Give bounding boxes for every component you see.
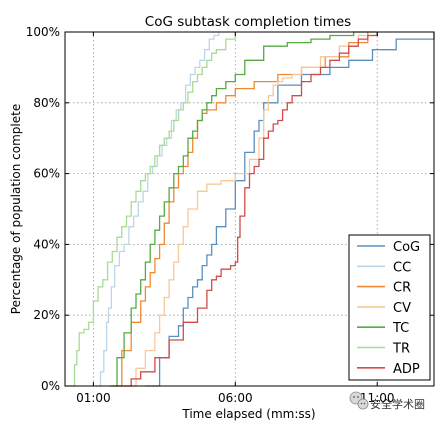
series-line-cv [121,32,378,387]
series-line-cr [112,32,369,387]
legend-item-cv: CV [357,301,411,316]
series-cr [112,32,369,387]
wechat-logo-icon [349,391,369,410]
legend-label-cv: CV [393,301,411,316]
legend-item-tc: TC [357,321,409,336]
y-tick-label: 0% [41,379,60,393]
chart-title: CoG subtask completion times [145,14,351,30]
x-tick-label: 11:00 [360,391,395,405]
axis-ticks: 0% 20% 40% 60% 80% 100% 01:00 06:00 11:00 [26,25,434,405]
watermark: 安全学术圈 [349,391,425,411]
legend-item-tr: TR [357,342,410,357]
y-tick-label: 40% [33,237,60,251]
series-line-adp [117,32,378,387]
watermark-text: 安全学术圈 [370,397,425,411]
legend-item-cr: CR [357,281,411,296]
y-tick-label: 100% [26,25,60,39]
y-tick-label: 20% [33,308,60,322]
legend-label-tc: TC [392,321,409,336]
legend-label-tr: TR [392,342,410,357]
series-line-tr [65,32,236,387]
x-tick-label: 01:00 [76,391,111,405]
legend: CoG CC CR CV TC TR ADP [348,234,431,381]
legend-label-cr: CR [393,281,411,296]
legend-label-cog: CoG [393,240,420,255]
y-tick-label: 80% [33,96,60,110]
y-tick-label: 60% [33,167,60,181]
legend-item-cog: CoG [357,240,420,255]
series-lines [65,31,435,387]
legend-label-cc: CC [393,260,411,275]
legend-label-adp: ADP [393,362,420,377]
y-axis-label: Percentage of population complete [9,104,23,314]
series-adp [117,32,378,387]
series-cv [121,32,378,387]
legend-item-cc: CC [357,260,411,275]
series-tc [109,31,378,387]
series-tr [65,32,236,387]
x-tick-label: 06:00 [218,391,253,405]
series-line-tc [109,31,378,387]
x-axis-label: Time elapsed (mm:ss) [181,407,315,421]
legend-item-adp: ADP [357,362,420,377]
plot-frame [64,31,435,387]
